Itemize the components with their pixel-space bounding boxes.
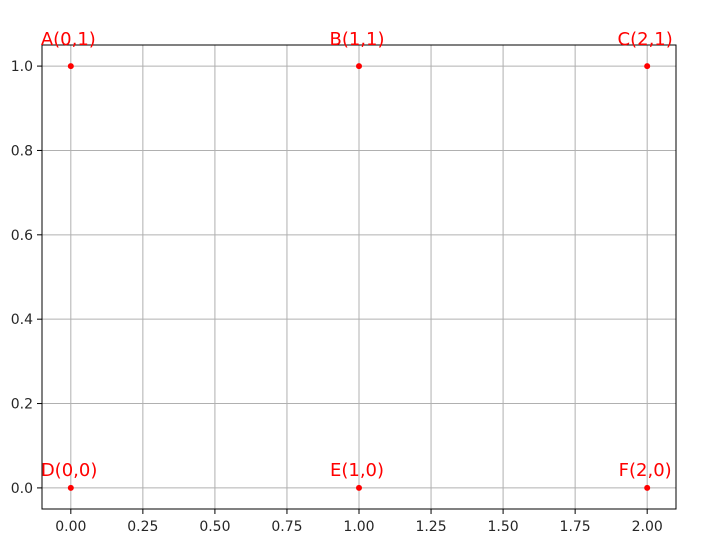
- x-tick-label-7: 1.75: [560, 519, 591, 535]
- point-label-f: F(2,0): [619, 460, 672, 481]
- point-a: [67, 63, 74, 70]
- y-tick-label-1: 0.2: [11, 397, 33, 413]
- x-tick-label-6: 1.50: [488, 519, 519, 535]
- x-tick-label-8: 2.00: [632, 519, 663, 535]
- x-tick-label-2: 0.50: [199, 519, 230, 535]
- y-tick-label-0: 0.0: [11, 481, 33, 497]
- y-tick-label-3: 0.6: [11, 228, 33, 244]
- point-f: [644, 484, 651, 491]
- grid-layer: [42, 45, 676, 509]
- point-label-a: A(0,1): [41, 29, 96, 50]
- axes-layer: 0.00 0.25 0.50 0.75 1.00 1.25 1.50 1.75 2.00 0.0 0…: [11, 44, 677, 535]
- y-tick-label-2: 0.4: [11, 312, 33, 328]
- point-label-c: C(2,1): [618, 29, 673, 50]
- point-b: [356, 63, 362, 70]
- point-label-d: D(0,0): [41, 460, 98, 481]
- point-label-e: E(1,0): [330, 460, 384, 481]
- x-tick-label-0: 0.00: [55, 519, 86, 535]
- y-tick-label-5: 1.0: [11, 59, 33, 75]
- point-e: [356, 484, 362, 491]
- x-tick-label-4: 1.00: [343, 519, 374, 535]
- x-tick-label-3: 0.75: [271, 519, 302, 535]
- x-tick-label-1: 0.25: [127, 519, 158, 535]
- labels-layer: A(0,1) B(1,1) C(2,1) D(0,0) E(1,0) F(2,0): [41, 29, 673, 481]
- point-d: [67, 484, 74, 491]
- y-tick-label-4: 0.8: [11, 143, 33, 159]
- x-tick-label-5: 1.25: [415, 519, 446, 535]
- point-label-b: B(1,1): [329, 29, 384, 50]
- points-layer: [67, 63, 651, 491]
- point-c: [644, 63, 651, 70]
